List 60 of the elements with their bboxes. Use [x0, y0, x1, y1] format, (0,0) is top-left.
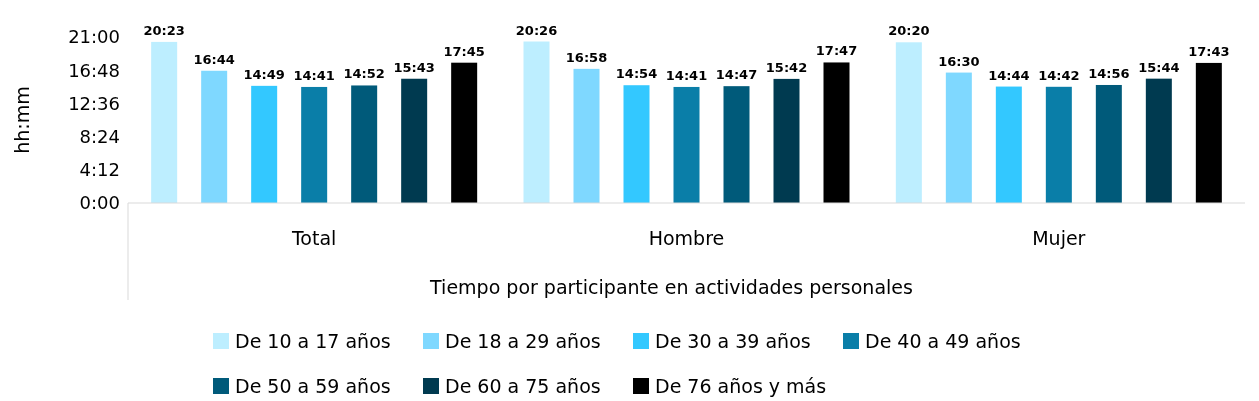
bar [773, 78, 800, 203]
legend-label: De 50 a 59 años [235, 374, 391, 397]
data-label: 14:41 [665, 67, 708, 83]
bar [251, 85, 278, 203]
bar [723, 86, 750, 203]
data-label: 17:47 [815, 43, 858, 59]
bar [1045, 86, 1072, 203]
legend-label: De 30 a 39 años [655, 329, 811, 352]
data-label: 14:47 [715, 67, 758, 83]
y-tick-label: 8:24 [79, 125, 120, 147]
bar [301, 86, 328, 203]
data-label: 15:43 [393, 59, 435, 75]
data-label: 16:30 [938, 53, 980, 69]
legend-label: De 76 años y más [655, 374, 827, 397]
x-axis-title: Tiempo por participante en actividades personales [429, 275, 913, 298]
legend-label: De 40 a 49 años [865, 329, 1021, 352]
data-label: 16:44 [193, 51, 235, 67]
bar [673, 86, 700, 203]
data-label: 14:54 [615, 66, 658, 82]
data-label: 20:23 [143, 22, 185, 38]
y-tick-label: 12:36 [68, 92, 120, 114]
legend-label: De 60 a 75 años [445, 374, 601, 397]
data-label: 15:42 [765, 59, 808, 75]
data-label: 14:49 [243, 66, 285, 82]
y-tick-label: 4:12 [79, 159, 120, 181]
data-label: 17:45 [443, 43, 485, 59]
y-axis-title: hh:mm [10, 86, 33, 154]
legend-label: De 18 a 29 años [445, 329, 601, 352]
bar [823, 62, 850, 203]
data-label: 20:20 [888, 23, 930, 39]
data-label: 14:52 [343, 66, 385, 82]
bar [573, 68, 600, 203]
y-tick-label: 0:00 [79, 192, 120, 214]
bar [401, 78, 428, 203]
data-label: 14:41 [293, 67, 335, 83]
data-label: 15:44 [1138, 59, 1180, 75]
bar [895, 42, 922, 203]
bar [1095, 84, 1122, 203]
y-tick-label: 16:48 [68, 59, 120, 81]
bar [623, 85, 650, 203]
bar [945, 72, 972, 203]
data-label: 14:44 [988, 67, 1030, 83]
x-tick-label: Mujer [1032, 226, 1086, 249]
bar [151, 41, 178, 203]
bar [1195, 62, 1222, 203]
x-tick-label: Total [290, 226, 337, 249]
x-tick-label: Hombre [648, 226, 725, 249]
bar [451, 62, 478, 203]
data-label: 17:43 [1188, 43, 1230, 59]
bar [995, 86, 1022, 203]
y-tick-label: 21:00 [68, 26, 120, 48]
bar [201, 70, 228, 203]
data-label: 20:26 [515, 22, 558, 38]
data-label: 14:42 [1038, 67, 1080, 83]
bar [523, 41, 550, 203]
bar [1145, 78, 1172, 203]
bar [351, 85, 378, 203]
data-label: 14:56 [1088, 65, 1130, 81]
legend-label: De 10 a 17 años [235, 329, 391, 352]
data-label: 16:58 [565, 49, 608, 65]
